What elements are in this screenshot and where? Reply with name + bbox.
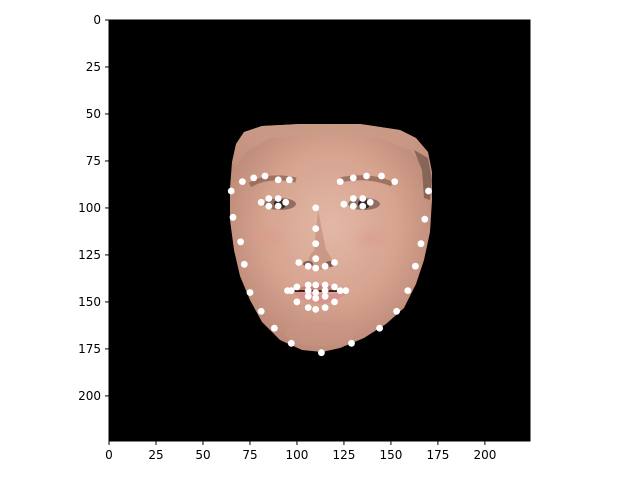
landmark-point (342, 287, 350, 294)
y-tick-label: 50 (86, 107, 101, 121)
landmark-point (227, 187, 235, 195)
landmark-point (312, 294, 320, 302)
landmark-point (250, 174, 258, 182)
landmark-point (304, 292, 312, 300)
landmark-point (239, 178, 246, 186)
y-tick-label: 150 (78, 295, 101, 309)
landmark-point (349, 202, 357, 210)
landmark-point (257, 198, 265, 206)
landmark-point (393, 307, 400, 315)
landmark-point (295, 259, 303, 266)
landmark-point (321, 281, 329, 289)
landmark-point (321, 262, 329, 270)
landmark-point (417, 240, 425, 248)
landmark-point (246, 289, 254, 296)
x-axis: 0 25 50 75 100 125 150 175 200 (105, 441, 496, 462)
x-tick-label: 125 (332, 448, 355, 462)
landmark-point (282, 198, 290, 206)
landmark-point (336, 287, 344, 294)
y-tick-label: 175 (78, 342, 101, 356)
landmark-point (318, 349, 325, 357)
landmark-point (312, 225, 320, 233)
landmark-point (274, 176, 282, 184)
landmark-point (331, 259, 338, 266)
landmark-point (287, 339, 295, 347)
y-tick-label: 0 (93, 13, 101, 27)
landmark-point (359, 195, 367, 202)
y-tick-label: 25 (86, 60, 101, 74)
landmark-point (312, 204, 320, 212)
y-tick-label: 75 (86, 154, 101, 168)
landmark-point (366, 198, 374, 206)
landmark-point (378, 172, 385, 180)
landmark-point (312, 264, 320, 272)
landmark-point (321, 304, 329, 311)
landmark-point (293, 298, 301, 306)
landmark-point (331, 283, 338, 291)
landmark-point (376, 324, 383, 332)
x-tick-label: 175 (426, 448, 449, 462)
landmark-point (274, 195, 282, 202)
landmark-point (421, 215, 429, 223)
y-axis: 0 25 50 75 100 125 150 175 200 (78, 13, 109, 403)
landmark-point (240, 260, 248, 268)
landmark-point (312, 289, 320, 296)
landmark-point (412, 262, 419, 270)
landmark-point (312, 240, 320, 248)
landmark-point (331, 298, 338, 306)
landmark-point (349, 174, 357, 182)
landmark-point (312, 281, 320, 289)
x-tick-label: 200 (473, 448, 496, 462)
landmark-point (286, 176, 293, 184)
landmark-point (293, 283, 301, 291)
landmark-point (229, 213, 237, 221)
landmark-point (237, 238, 245, 246)
landmark-point (359, 202, 367, 210)
landmark-point (349, 195, 357, 202)
landmark-point (348, 339, 355, 347)
landmark-point (425, 187, 432, 195)
landmark-point (391, 178, 399, 186)
landmark-points (227, 172, 432, 357)
x-tick-label: 150 (379, 448, 402, 462)
landmark-point (257, 307, 265, 315)
y-tick-label: 100 (78, 201, 101, 215)
landmark-point (304, 281, 312, 289)
landmark-point (336, 178, 344, 186)
y-tick-label: 200 (78, 389, 101, 403)
landmark-point (321, 287, 329, 294)
landmark-point (265, 195, 273, 202)
landmark-point (404, 287, 412, 294)
landmark-point (271, 324, 278, 332)
y-tick-label: 125 (78, 248, 101, 262)
landmark-point (363, 172, 370, 180)
landmark-point (312, 255, 320, 263)
landmark-point (287, 287, 295, 294)
x-tick-label: 0 (105, 448, 113, 462)
landmark-point (261, 172, 269, 180)
landmark-point (304, 287, 312, 294)
x-tick-label: 50 (195, 448, 210, 462)
landmark-point (312, 306, 320, 313)
x-tick-label: 100 (285, 448, 308, 462)
axes-frame (108, 19, 531, 442)
landmark-point (274, 202, 282, 210)
landmark-point (304, 262, 312, 270)
landmark-point (304, 304, 312, 311)
x-tick-label: 25 (148, 448, 163, 462)
landmark-point (321, 292, 329, 300)
landmark-point (340, 200, 348, 208)
x-tick-label: 75 (242, 448, 257, 462)
landmark-point (265, 202, 273, 210)
